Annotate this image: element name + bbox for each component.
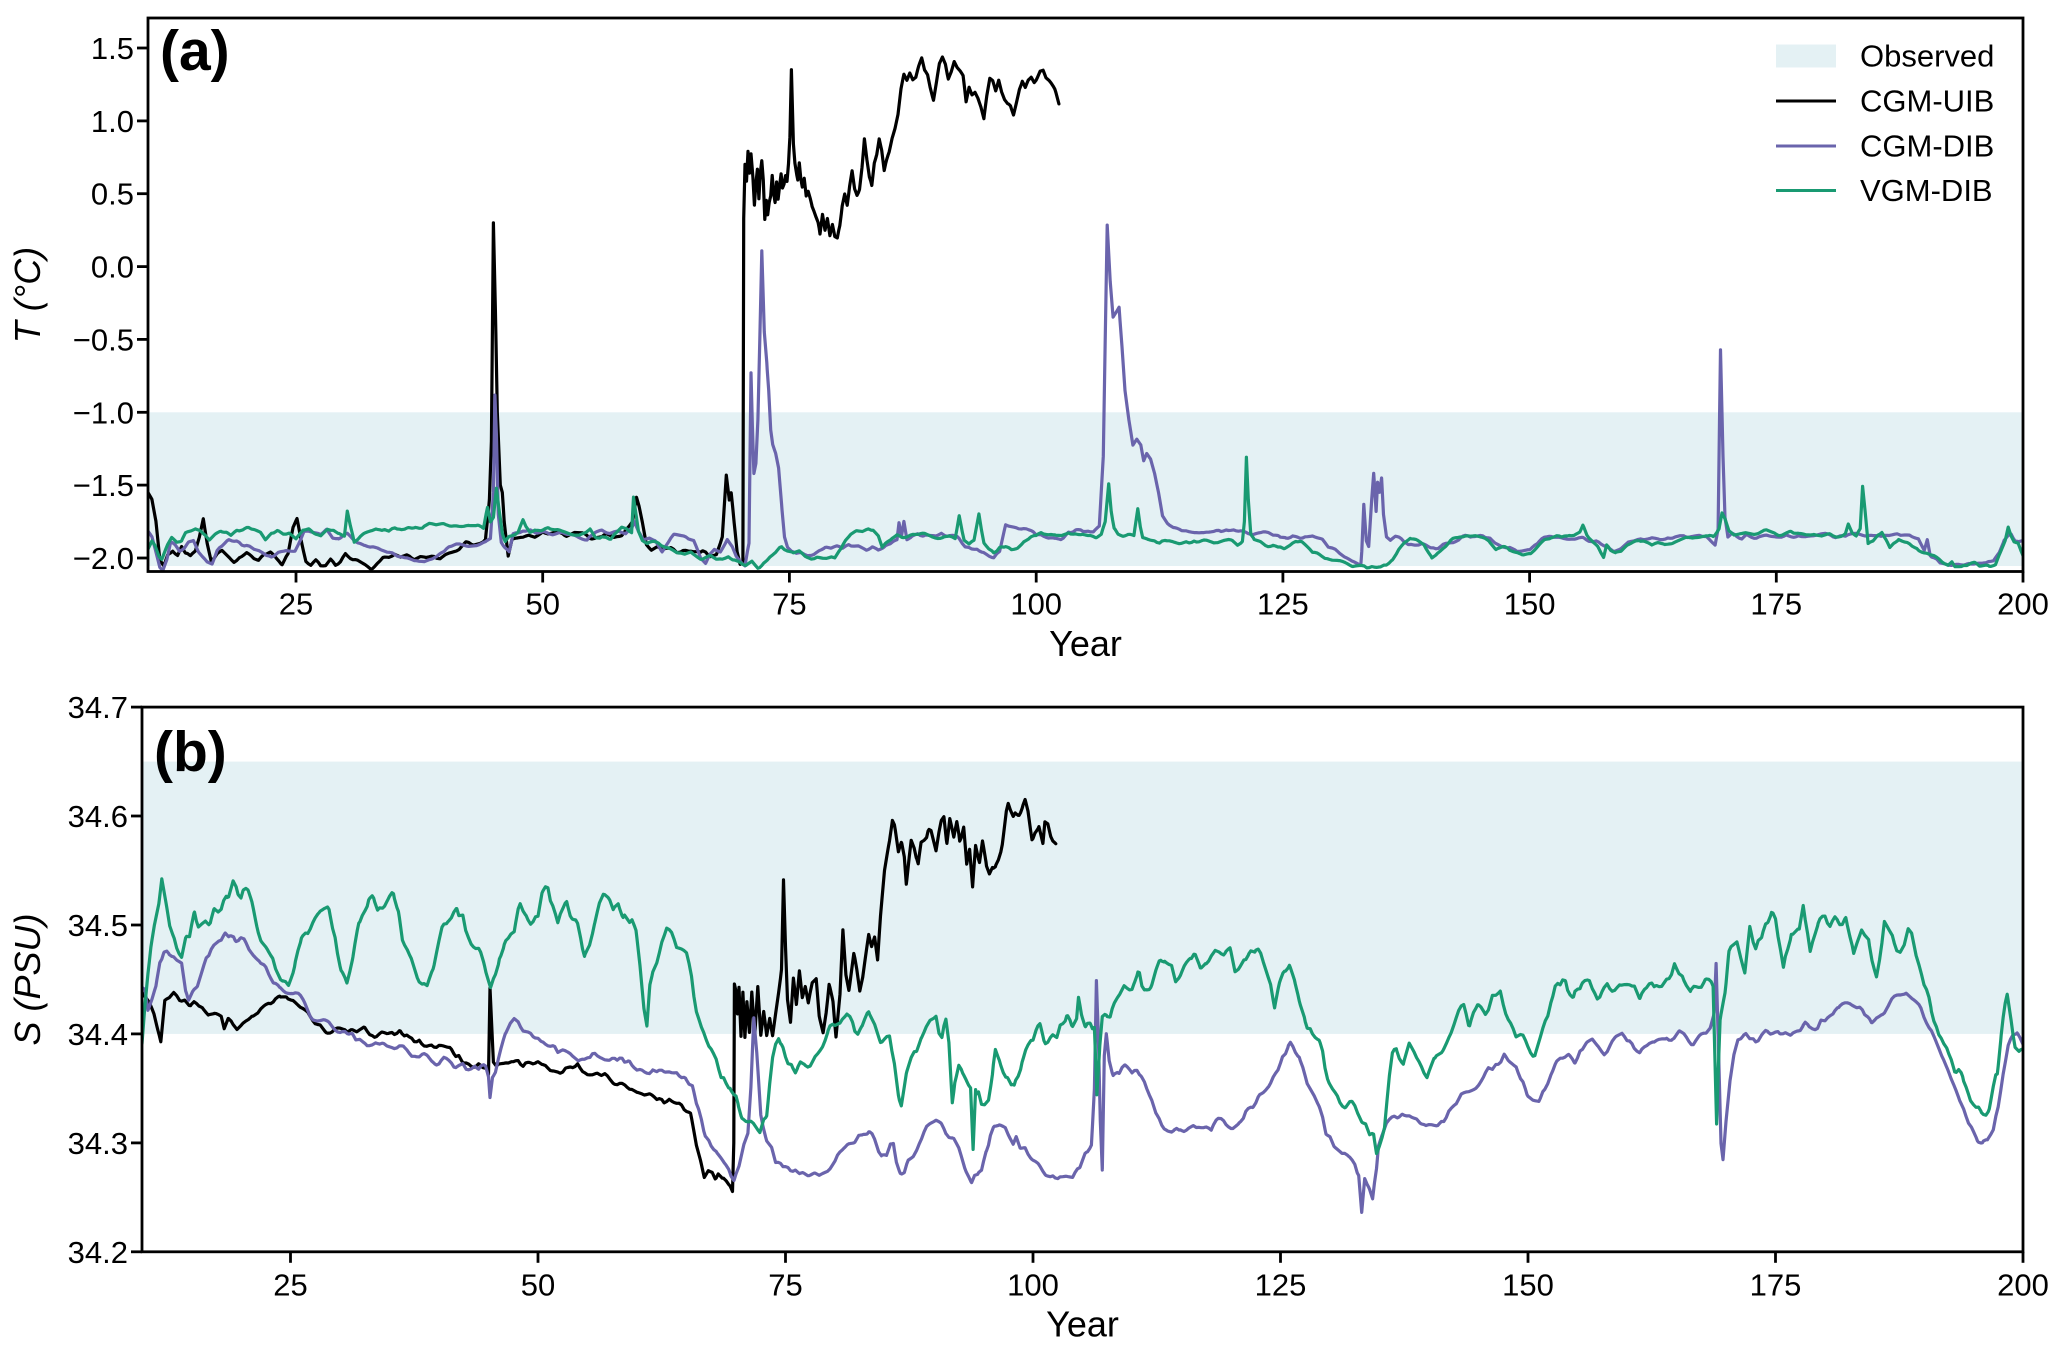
svg-text:34.3: 34.3 [68,1126,128,1161]
svg-text:200: 200 [1997,587,2049,622]
svg-text:T (°C): T (°C) [7,247,48,343]
svg-text:175: 175 [1750,587,1802,622]
svg-text:50: 50 [525,587,559,622]
svg-text:200: 200 [1997,1268,2049,1303]
svg-text:34.2: 34.2 [68,1235,128,1270]
svg-text:Observed: Observed [1860,39,1994,74]
svg-text:175: 175 [1750,1268,1802,1303]
svg-text:75: 75 [768,1268,802,1303]
svg-text:125: 125 [1255,1268,1307,1303]
svg-text:150: 150 [1502,1268,1554,1303]
svg-text:Year: Year [1049,623,1122,664]
svg-text:−2.0: −2.0 [73,541,134,576]
svg-text:1.0: 1.0 [91,104,134,139]
svg-text:S (PSU): S (PSU) [7,913,48,1045]
svg-text:(b): (b) [154,720,227,784]
svg-text:100: 100 [1010,587,1062,622]
svg-text:34.6: 34.6 [68,799,128,834]
svg-text:VGM-DIB: VGM-DIB [1860,173,1993,208]
svg-text:125: 125 [1257,587,1309,622]
svg-text:−0.5: −0.5 [73,322,134,357]
svg-text:25: 25 [279,587,313,622]
svg-text:25: 25 [273,1268,307,1303]
svg-text:34.4: 34.4 [68,1017,128,1052]
svg-text:0.5: 0.5 [91,177,134,212]
svg-text:CGM-DIB: CGM-DIB [1860,129,1994,164]
svg-text:CGM-UIB: CGM-UIB [1860,84,1994,119]
svg-text:Year: Year [1046,1304,1119,1345]
svg-text:−1.0: −1.0 [73,395,134,430]
svg-text:34.7: 34.7 [68,690,128,725]
svg-text:1.5: 1.5 [91,31,134,66]
svg-text:−1.5: −1.5 [73,468,134,503]
svg-text:150: 150 [1504,587,1556,622]
svg-text:75: 75 [772,587,806,622]
svg-text:(a): (a) [160,19,230,83]
svg-text:50: 50 [521,1268,555,1303]
svg-text:34.5: 34.5 [68,908,128,943]
svg-text:0.0: 0.0 [91,250,134,285]
svg-text:100: 100 [1007,1268,1059,1303]
